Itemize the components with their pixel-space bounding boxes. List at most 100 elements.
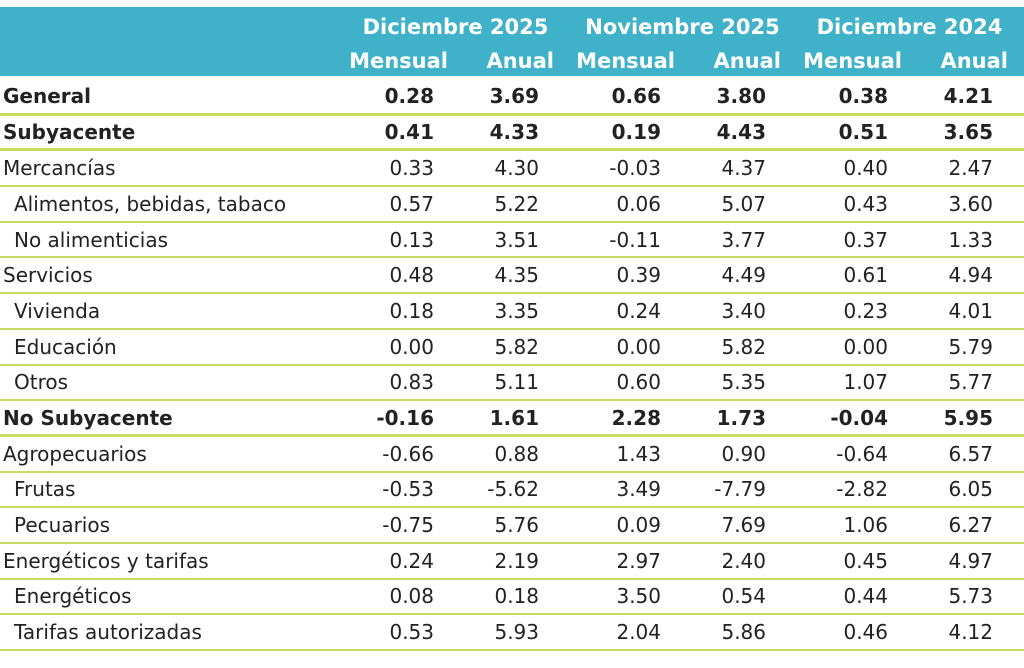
cell-anual: 4.43 xyxy=(716,120,766,145)
row-label: Educación xyxy=(14,334,117,359)
cell-mensual: 0.39 xyxy=(616,263,661,288)
row-label: Subyacente xyxy=(3,120,136,145)
cell-anual: 5.07 xyxy=(721,191,766,216)
cell-mensual: 0.66 xyxy=(611,84,661,109)
table-row: Tarifas autorizadas 0.53 5.93 2.04 5.86 0.46 4… xyxy=(0,615,1024,651)
table-row: Servicios 0.48 4.35 0.39 4.49 0.61 4.94 xyxy=(0,258,1024,295)
table-row: No Subyacente -0.16 1.61 2.28 1.73 -0.04 5.95 xyxy=(0,401,1024,437)
sub-header-mensual: Mensual xyxy=(349,49,448,73)
cell-mensual: 2.04 xyxy=(616,620,661,645)
cell-anual: 5.11 xyxy=(494,370,539,395)
cell-anual: 4.33 xyxy=(489,120,539,145)
cell-mensual: -2.82 xyxy=(836,477,888,502)
cell-mensual: 0.37 xyxy=(843,227,888,252)
sub-header-mensual: Mensual xyxy=(803,49,902,73)
table-row: Subyacente 0.41 4.33 0.19 4.43 0.51 3.65 xyxy=(0,116,1024,152)
row-label: Servicios xyxy=(3,263,93,288)
cell-mensual: 0.53 xyxy=(389,620,434,645)
cell-mensual: 0.18 xyxy=(389,298,434,323)
group-header-dic-2024: Diciembre 2024 xyxy=(816,15,1003,39)
cell-mensual: 1.43 xyxy=(616,441,661,466)
table-row: Vivienda 0.18 3.35 0.24 3.40 0.23 4.01 xyxy=(0,294,1024,330)
cell-mensual: 0.19 xyxy=(611,120,661,145)
row-label: Mercancías xyxy=(3,156,116,181)
cell-mensual: -0.04 xyxy=(830,405,888,430)
cell-mensual: 0.40 xyxy=(843,156,888,181)
cell-mensual: 2.97 xyxy=(616,548,661,573)
table-row: Agropecuarios -0.66 0.88 1.43 0.90 -0.64 6.57 xyxy=(0,437,1024,473)
table-row: Alimentos, bebidas, tabaco 0.57 5.22 0.06 5.… xyxy=(0,187,1024,223)
cell-mensual: 3.50 xyxy=(616,584,661,609)
cell-mensual: 1.07 xyxy=(843,370,888,395)
cell-mensual: 0.83 xyxy=(389,370,434,395)
row-label: Otros xyxy=(14,370,69,395)
row-label: Agropecuarios xyxy=(3,441,147,466)
cell-anual: 4.37 xyxy=(721,156,766,181)
sub-header-anual: Anual xyxy=(940,49,1008,73)
cell-anual: 7.69 xyxy=(721,513,766,538)
cell-mensual: 0.45 xyxy=(843,548,888,573)
group-header-row: Diciembre 2025 Noviembre 2025 Diciembre … xyxy=(0,11,1024,43)
cell-anual: 3.40 xyxy=(721,298,766,323)
table-row: Frutas -0.53 -5.62 3.49 -7.79 -2.82 6.05 xyxy=(0,473,1024,509)
cell-mensual: -0.66 xyxy=(382,441,434,466)
cell-mensual: 0.44 xyxy=(843,584,888,609)
table-row: No alimenticias 0.13 3.51 -0.11 3.77 0.37 1.33 xyxy=(0,223,1024,259)
cell-anual: 5.35 xyxy=(721,370,766,395)
cell-anual: 5.93 xyxy=(494,620,539,645)
cell-anual: 6.27 xyxy=(948,513,993,538)
table-row: Energéticos y tarifas 0.24 2.19 2.97 2.40 0.4… xyxy=(0,544,1024,580)
cell-anual: 2.40 xyxy=(721,548,766,573)
row-label: Vivienda xyxy=(14,298,101,323)
cell-anual: 5.79 xyxy=(948,334,993,359)
cell-anual: 4.35 xyxy=(494,263,539,288)
group-header-nov-2025: Noviembre 2025 xyxy=(585,15,780,39)
cell-anual: 4.21 xyxy=(943,84,993,109)
cell-mensual: 0.48 xyxy=(389,263,434,288)
cell-anual: 5.82 xyxy=(494,334,539,359)
cell-anual: 5.95 xyxy=(943,405,993,430)
cell-anual: 5.86 xyxy=(721,620,766,645)
row-label: Energéticos y tarifas xyxy=(3,548,209,573)
table-row: Energéticos 0.08 0.18 3.50 0.54 0.44 5.73 xyxy=(0,580,1024,616)
cell-mensual: 0.24 xyxy=(389,548,434,573)
cell-anual: 0.18 xyxy=(494,584,539,609)
table-row: Otros 0.83 5.11 0.60 5.35 1.07 5.77 xyxy=(0,366,1024,402)
cell-mensual: -0.64 xyxy=(836,441,888,466)
cell-mensual: 0.57 xyxy=(389,191,434,216)
cell-mensual: -0.11 xyxy=(609,227,661,252)
cell-mensual: 0.00 xyxy=(616,334,661,359)
cell-anual: -7.79 xyxy=(714,477,766,502)
cell-anual: 4.12 xyxy=(948,620,993,645)
cell-anual: 2.47 xyxy=(948,156,993,181)
cell-mensual: 0.24 xyxy=(616,298,661,323)
cell-mensual: 1.06 xyxy=(843,513,888,538)
cell-anual: 0.88 xyxy=(494,441,539,466)
cell-mensual: 0.60 xyxy=(616,370,661,395)
cell-anual: 0.90 xyxy=(721,441,766,466)
cell-anual: 3.35 xyxy=(494,298,539,323)
sub-header-mensual: Mensual xyxy=(576,49,675,73)
cell-anual: 4.97 xyxy=(948,548,993,573)
table-header xyxy=(0,7,1024,76)
cell-anual: 4.49 xyxy=(721,263,766,288)
cell-anual: 4.94 xyxy=(948,263,993,288)
cell-mensual: -0.16 xyxy=(376,405,434,430)
cell-anual: 3.65 xyxy=(943,120,993,145)
row-label: Alimentos, bebidas, tabaco xyxy=(14,191,287,216)
cell-mensual: 0.61 xyxy=(843,263,888,288)
cell-anual: 0.54 xyxy=(721,584,766,609)
row-label: General xyxy=(3,84,91,109)
cell-mensual: 0.41 xyxy=(384,120,434,145)
row-label: Tarifas autorizadas xyxy=(14,620,202,645)
group-header-dic-2025: Diciembre 2025 xyxy=(362,15,549,39)
table-body: General 0.28 3.69 0.66 3.80 0.38 4.21 Subyacent… xyxy=(0,80,1024,651)
cell-mensual: 2.28 xyxy=(611,405,661,430)
cell-mensual: 0.46 xyxy=(843,620,888,645)
cell-anual: 5.76 xyxy=(494,513,539,538)
cell-mensual: 0.13 xyxy=(389,227,434,252)
cell-anual: 1.33 xyxy=(948,227,993,252)
cell-anual: 4.30 xyxy=(494,156,539,181)
cell-anual: 6.05 xyxy=(948,477,993,502)
cell-mensual: -0.53 xyxy=(382,477,434,502)
